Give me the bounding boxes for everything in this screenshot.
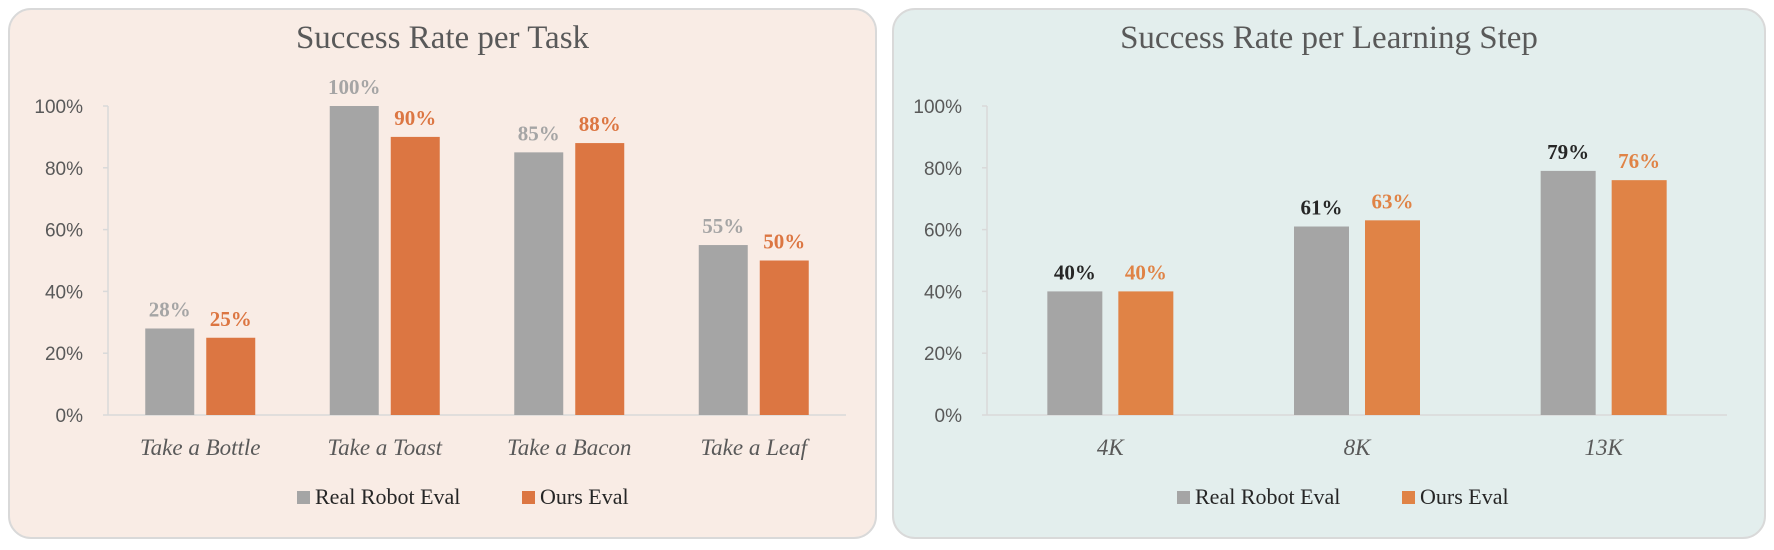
x-tick-label: Take a Leaf [701, 435, 811, 460]
chart-title: Success Rate per Task [296, 20, 590, 56]
bar-ours-eval [1365, 220, 1420, 415]
bar-ours-eval [206, 337, 256, 415]
legend-label: Real Robot Eval [1195, 484, 1340, 509]
data-label: 55% [702, 214, 744, 238]
data-label: 25% [210, 307, 252, 331]
data-label: 100% [328, 75, 381, 99]
bar-ours-eval [1118, 291, 1174, 415]
legend-swatch [1177, 491, 1190, 504]
legend: Real Robot Eval Ours Eval [1177, 484, 1509, 509]
y-tick-label: 40% [45, 282, 83, 303]
y-tick-label: 20% [924, 344, 962, 365]
x-tick-label: Take a Toast [327, 435, 442, 460]
data-label: 61% [1301, 196, 1343, 220]
chart-panel-1: Success Rate per Task 0% 20% 40% 60% 80% 100% 2… [8, 8, 877, 539]
bar-real-robot-eval [514, 152, 564, 415]
data-label: 90% [394, 106, 436, 130]
legend-label: Real Robot Eval [315, 484, 460, 509]
legend: Real Robot Eval Ours Eval [297, 484, 629, 509]
x-tick-label: Take a Bottle [140, 435, 261, 460]
legend-swatch [1402, 491, 1415, 504]
y-tick-label: 0% [56, 406, 84, 427]
data-label: 88% [579, 112, 621, 136]
bar-real-robot-eval [1540, 170, 1596, 415]
y-tick-label: 80% [924, 159, 962, 180]
legend-swatch [297, 491, 310, 504]
legend-swatch [522, 491, 535, 504]
bar-ours-eval [575, 143, 625, 415]
bar-ours-eval [390, 136, 440, 415]
data-label: 79% [1547, 140, 1589, 164]
y-tick-label: 100% [34, 97, 83, 118]
y-tick-label: 100% [913, 97, 962, 118]
y-tick-label: 80% [45, 159, 83, 180]
bar-real-robot-eval [145, 328, 195, 415]
x-tick-label: 4K [1097, 435, 1126, 460]
chart-title: Success Rate per Learning Step [1120, 20, 1538, 56]
data-label: 85% [518, 121, 560, 145]
y-tick-label: 20% [45, 344, 83, 365]
bar-ours-eval [759, 260, 809, 415]
chart-panel-2: Success Rate per Learning Step 0% 20% 40% 60… [892, 8, 1766, 539]
bar-real-robot-eval [1047, 291, 1103, 415]
y-tick-label: 0% [935, 406, 963, 427]
bar-real-robot-eval [329, 106, 379, 415]
legend-label: Ours Eval [1420, 484, 1509, 509]
bar-ours-eval [1611, 180, 1667, 415]
legend-label: Ours Eval [540, 484, 629, 509]
bar-real-robot-eval [698, 245, 748, 415]
data-label: 76% [1618, 149, 1660, 173]
y-tick-label: 60% [924, 221, 962, 242]
bar-real-robot-eval [1294, 226, 1349, 415]
x-tick-label: Take a Bacon [507, 435, 631, 460]
y-tick-label: 40% [924, 282, 962, 303]
y-tick-label: 60% [45, 221, 83, 242]
data-label: 40% [1054, 260, 1096, 284]
data-label: 50% [763, 230, 805, 254]
data-label: 28% [149, 297, 191, 321]
x-tick-label: 13K [1584, 435, 1624, 460]
x-tick-label: 8K [1344, 435, 1373, 460]
data-label: 63% [1372, 189, 1414, 213]
data-label: 40% [1125, 260, 1167, 284]
